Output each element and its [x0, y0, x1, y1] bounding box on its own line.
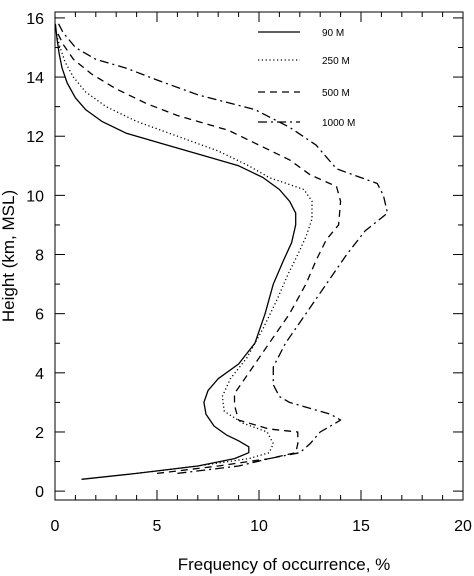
plot-frame	[54, 11, 464, 501]
series-line-90-m	[54, 23, 297, 480]
series-line-250-m	[55, 32, 313, 475]
y-tick-label: 8	[35, 248, 44, 265]
x-tick-label: 10	[250, 518, 268, 535]
series-lines	[54, 20, 389, 480]
y-tick-label: 4	[35, 366, 44, 383]
plot-area	[54, 11, 464, 501]
x-tick-label: 20	[454, 518, 472, 535]
legend-label: 1000 M	[322, 118, 355, 129]
y-tick-label: 12	[26, 129, 44, 146]
axis-ticks	[54, 12, 464, 500]
y-tick-label: 10	[26, 188, 44, 205]
series-line-1000-m	[56, 20, 389, 475]
legend-label: 250 M	[322, 56, 350, 67]
x-tick-label: 0	[51, 518, 60, 535]
x-axis-title: Frequency of occurrence, %	[178, 555, 391, 574]
tick-labels: 0 5 10 15 20 0 2 4 6 8 10 12 14 16	[26, 11, 472, 535]
y-tick-label: 6	[35, 307, 44, 324]
x-tick-label: 15	[352, 518, 370, 535]
y-axis-title: Height (km, MSL)	[0, 190, 18, 322]
legend-label: 500 M	[322, 88, 350, 99]
y-tick-label: 2	[35, 425, 44, 442]
y-tick-label: 16	[26, 11, 44, 28]
legend-label: 90 M	[322, 28, 344, 39]
x-tick-label: 5	[153, 518, 162, 535]
series-line-500-m	[55, 29, 342, 475]
y-tick-label: 14	[26, 70, 44, 87]
legend: 90 M 250 M 500 M 1000 M	[258, 28, 355, 129]
y-tick-label: 0	[35, 484, 44, 501]
